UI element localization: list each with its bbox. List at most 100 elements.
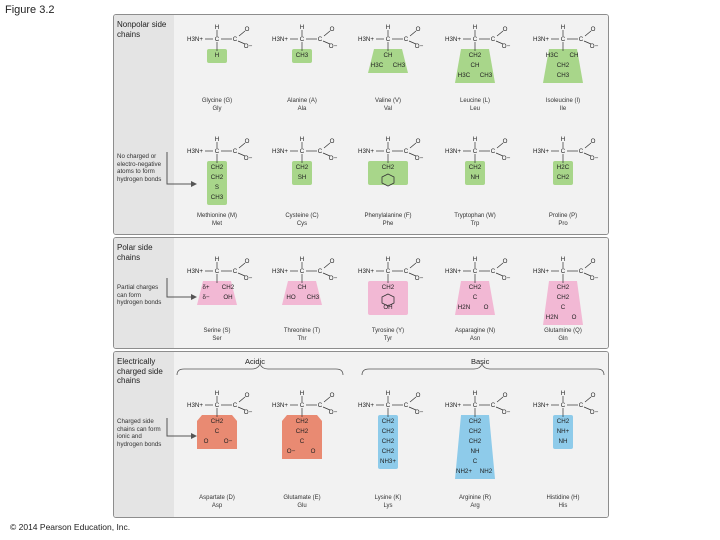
side-chain-atom: C (473, 458, 478, 465)
carboxylate-oxygen: O− (244, 275, 253, 282)
amino-group: H3N+ (445, 148, 461, 155)
amino-acid-name: Threonine (T) (283, 328, 321, 334)
amino-group: H3N+ (358, 148, 374, 155)
side-chain-highlight (465, 161, 485, 185)
carboxylate-oxygen: O− (590, 155, 599, 162)
carboxyl-oxygen: O (245, 392, 250, 399)
side-chain-atom: C (561, 304, 566, 311)
amino-acid-name: Glycine (G) (201, 98, 233, 104)
amino-acid-label: Asparagine (N) Asn (432, 327, 518, 343)
side-chain-atom: CH2 (382, 284, 395, 291)
carboxyl-oxygen: O (416, 258, 421, 265)
side-chain-atom: O (484, 304, 489, 311)
carboxylate-oxygen: O− (329, 155, 338, 162)
amino-acid-label: Proline (P) Pro (520, 212, 606, 228)
carboxyl-oxygen: O (591, 392, 596, 399)
side-chain-atom: CH2 (296, 418, 309, 425)
carboxyl-oxygen: O (503, 26, 508, 33)
side-chain-atom: SH (298, 174, 307, 181)
carboxyl-carbon: C (318, 268, 323, 275)
backbone-hydrogen: H (215, 390, 219, 397)
carboxyl-carbon: C (491, 402, 496, 409)
side-chain-highlight (207, 49, 227, 63)
backbone-hydrogen: H (386, 136, 390, 143)
amino-acid-abbreviation: Gln (558, 336, 568, 342)
alpha-carbon: C (300, 268, 305, 275)
carboxyl-oxygen: O (416, 26, 421, 33)
carboxyl-carbon: C (318, 36, 323, 43)
amino-acid-name: Histidine (H) (546, 495, 580, 501)
carboxyl-carbon: C (404, 148, 409, 155)
carboxyl-carbon: C (579, 402, 584, 409)
carboxylate-oxygen: O− (329, 275, 338, 282)
amino-acid-abbreviation: Cys (296, 221, 308, 227)
amino-acid-name: Proline (P) (548, 213, 578, 219)
amino-group: H3N+ (187, 402, 203, 409)
amino-acid-abbreviation: Asp (211, 503, 223, 509)
carboxyl-carbon: C (579, 268, 584, 275)
charged-title: Electrically charged side chains (117, 357, 163, 385)
amino-group: H3N+ (533, 268, 549, 275)
side-chain-atom: HO (286, 294, 295, 301)
amino-group: H3N+ (533, 402, 549, 409)
amino-group: H3N+ (533, 36, 549, 43)
carboxyl-oxygen: O (330, 26, 335, 33)
acidic-label: Acidic (245, 357, 266, 366)
carboxyl-carbon: C (318, 148, 323, 155)
amino-group: H3N+ (445, 36, 461, 43)
amino-acid-name: Phenylalanine (F) (364, 213, 412, 219)
alpha-carbon: C (386, 148, 391, 155)
side-chain-atom: CH2 (382, 418, 395, 425)
side-chain-atom: CH2 (557, 294, 570, 301)
amino-group: H3N+ (358, 36, 374, 43)
amino-acid-name: Lysine (K) (374, 495, 402, 501)
carboxylate-oxygen: O− (329, 43, 338, 50)
alpha-carbon: C (561, 148, 566, 155)
amino-acid-abbreviation: Lys (383, 503, 393, 509)
amino-acid-abbreviation: Leu (469, 106, 480, 112)
carboxyl-carbon: C (318, 402, 323, 409)
side-chain-atom: CH2 (469, 164, 482, 171)
alpha-carbon: C (473, 148, 478, 155)
carboxyl-oxygen: O (591, 258, 596, 265)
amino-acid-name: Isoleucine (I) (545, 98, 581, 104)
side-chain-atom: NH (471, 448, 480, 455)
amino-acid-label: Aspartate (D) Asp (174, 494, 260, 510)
amino-acid-name: Glutamate (E) (283, 495, 321, 501)
side-chain-atom: NH+ (557, 428, 570, 435)
carboxyl-oxygen: O (591, 138, 596, 145)
amino-acid-label: Phenylalanine (F) Phe (345, 212, 431, 228)
amino-acid-abbreviation: Met (211, 221, 222, 227)
side-chain-atom: O (572, 314, 577, 321)
side-chain-atom: NH3+ (380, 458, 396, 465)
side-chain-atom: CH2 (211, 418, 224, 425)
side-chain-atom: CH2 (557, 62, 570, 69)
amino-group: H3N+ (187, 36, 203, 43)
carboxylate-oxygen: O− (502, 155, 511, 162)
carboxylate-oxygen: O− (590, 275, 599, 282)
side-chain-atom: δ− (202, 294, 209, 301)
carboxylate-oxygen: O− (590, 43, 599, 50)
side-chain-atom: H2N (458, 304, 470, 311)
amino-acid-name: Leucine (L) (459, 98, 491, 104)
amino-acid-name: Valine (V) (375, 98, 401, 104)
side-chain-atom: H (215, 52, 219, 59)
carboxyl-oxygen: O (245, 258, 250, 265)
side-chain-highlight (553, 161, 573, 185)
carboxyl-carbon: C (579, 36, 584, 43)
polar-title: Polar side chains (117, 243, 153, 262)
side-chain-atom: CH2 (296, 428, 309, 435)
alpha-carbon: C (473, 402, 478, 409)
carboxyl-oxygen: O (503, 138, 508, 145)
backbone-hydrogen: H (300, 136, 304, 143)
alpha-carbon: C (215, 402, 220, 409)
side-chain-atom: CH2 (211, 174, 224, 181)
amino-acid-name: Cysteine (C) (285, 213, 319, 219)
